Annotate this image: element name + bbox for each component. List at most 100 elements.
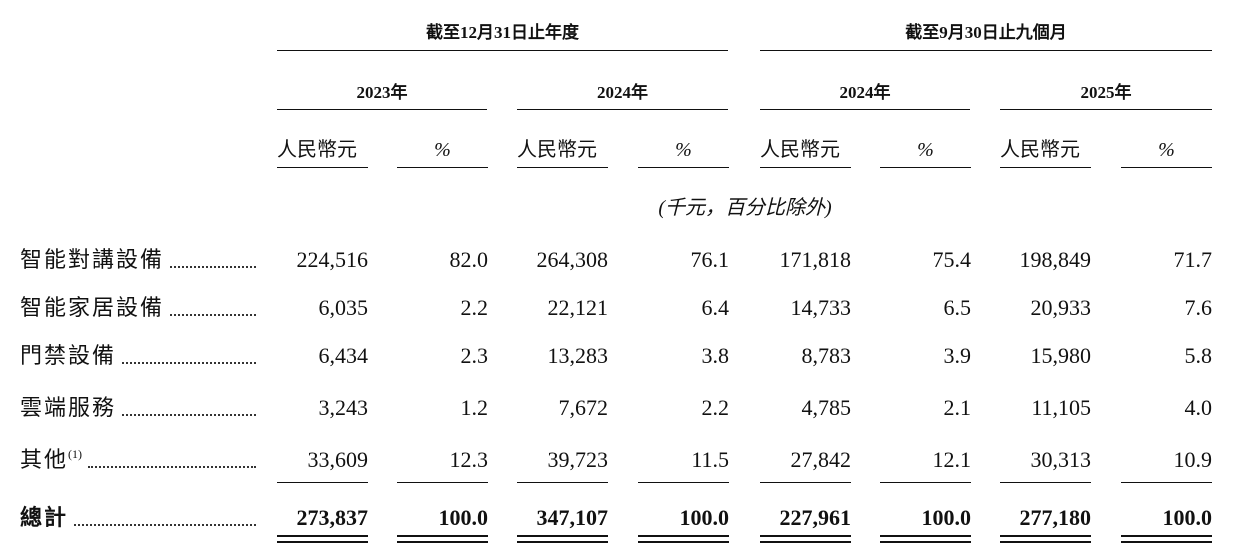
dot-leader xyxy=(74,524,256,526)
dot-leader xyxy=(170,314,256,316)
rule xyxy=(277,167,368,168)
cell: 71.7 xyxy=(1173,247,1213,272)
cell: 273,837 xyxy=(296,505,369,530)
rule xyxy=(760,535,851,537)
cell: 4.0 xyxy=(1184,395,1213,420)
cell: 100.0 xyxy=(1162,505,1213,530)
cell: 171,818 xyxy=(779,247,852,272)
rule xyxy=(760,109,970,110)
year-header: 2025年 xyxy=(1080,83,1132,102)
cell: 6.5 xyxy=(943,295,972,320)
cell: 12.1 xyxy=(932,447,972,472)
cell: 2.1 xyxy=(943,395,972,420)
rule xyxy=(277,50,728,51)
cell: 11.5 xyxy=(691,447,729,472)
cell: 2.2 xyxy=(701,395,730,420)
rule xyxy=(517,535,608,537)
cell: 3.8 xyxy=(701,343,730,368)
cell: 27,842 xyxy=(790,447,852,472)
cell: 8,783 xyxy=(801,343,852,368)
cell: 10.9 xyxy=(1173,447,1213,472)
year-header: 2023年 xyxy=(356,83,408,102)
cell: 20,933 xyxy=(1030,295,1092,320)
rule xyxy=(517,167,608,168)
cell: 100.0 xyxy=(438,505,489,530)
rule xyxy=(397,535,488,537)
cell: 3.9 xyxy=(943,343,972,368)
cell: 7.6 xyxy=(1184,295,1213,320)
cell: 2.3 xyxy=(460,343,489,368)
column-header: % xyxy=(917,139,934,161)
rule xyxy=(638,541,729,543)
rule xyxy=(1121,167,1212,168)
cell: 347,107 xyxy=(536,505,609,530)
cell: 11,105 xyxy=(1031,395,1091,420)
dot-leader xyxy=(88,466,256,468)
cell: 7,672 xyxy=(558,395,609,420)
rule xyxy=(638,535,729,537)
row-label: 智能對講設備 xyxy=(20,247,165,272)
rule xyxy=(638,167,729,168)
rule xyxy=(1000,167,1091,168)
rule xyxy=(1000,482,1091,483)
rule xyxy=(760,482,851,483)
row-label: 門禁設備 xyxy=(20,343,117,368)
row-label: 總計 xyxy=(20,505,69,530)
rule xyxy=(517,541,608,543)
cell: 6.4 xyxy=(701,295,730,320)
rule xyxy=(277,482,368,483)
rule xyxy=(638,482,729,483)
cell: 198,849 xyxy=(1019,247,1092,272)
rule xyxy=(1121,482,1212,483)
year-header: 2024年 xyxy=(597,83,648,102)
rule xyxy=(277,541,368,543)
rule xyxy=(880,541,971,543)
rule xyxy=(760,541,851,543)
row-label: 雲端服務 xyxy=(20,395,117,420)
cell: 14,733 xyxy=(790,295,852,320)
rule xyxy=(277,109,487,110)
rule xyxy=(880,167,971,168)
cell: 76.1 xyxy=(690,247,730,272)
cell: 33,609 xyxy=(307,447,369,472)
dot-leader xyxy=(170,266,256,268)
column-header: % xyxy=(675,139,692,161)
column-header: 人民幣元 xyxy=(277,139,357,161)
cell: 1.2 xyxy=(460,395,489,420)
cell: 277,180 xyxy=(1019,505,1092,530)
rule xyxy=(1121,535,1212,537)
rule xyxy=(1000,535,1091,537)
cell: 12.3 xyxy=(449,447,489,472)
group-header: 截至12月31日止年度 xyxy=(426,23,579,42)
rule xyxy=(517,109,728,110)
row-label: 其他 xyxy=(20,447,69,472)
rule xyxy=(517,482,608,483)
footnote-marker: (1) xyxy=(68,447,82,461)
rule xyxy=(397,541,488,543)
rule xyxy=(397,167,488,168)
cell: 100.0 xyxy=(921,505,972,530)
rule xyxy=(1121,541,1212,543)
cell: 75.4 xyxy=(932,247,972,272)
cell: 227,961 xyxy=(779,505,852,530)
column-header: 人民幣元 xyxy=(760,139,840,161)
column-header: 人民幣元 xyxy=(1000,139,1080,161)
group-header: 截至9月30日止九個月 xyxy=(905,23,1067,42)
cell: 13,283 xyxy=(547,343,609,368)
column-header: % xyxy=(434,139,451,161)
cell: 82.0 xyxy=(449,247,489,272)
cell: 264,308 xyxy=(536,247,609,272)
cell: 15,980 xyxy=(1030,343,1092,368)
rule xyxy=(880,535,971,537)
dot-leader xyxy=(122,414,256,416)
cell: 3,243 xyxy=(318,395,369,420)
dot-leader xyxy=(122,362,256,364)
rule xyxy=(760,50,1212,51)
column-header: 人民幣元 xyxy=(517,139,597,161)
cell: 100.0 xyxy=(679,505,730,530)
cell: 224,516 xyxy=(296,247,369,272)
cell: 2.2 xyxy=(460,295,489,320)
rule xyxy=(880,482,971,483)
year-header: 2024年 xyxy=(839,83,891,102)
